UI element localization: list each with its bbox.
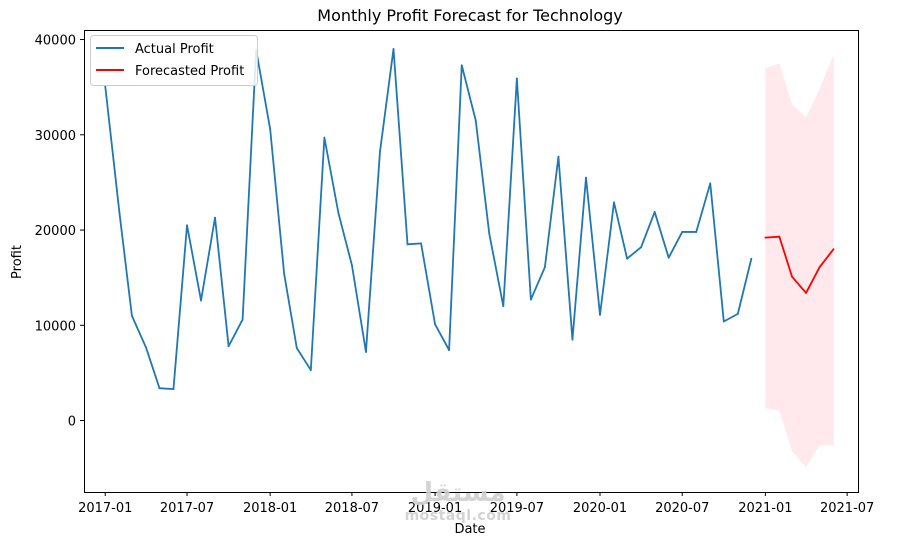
actual-profit-point (571, 338, 574, 341)
forecasted-profit-point (805, 292, 807, 294)
watermark-latin: mostaql.com (404, 508, 512, 524)
actual-profit-point (640, 246, 643, 249)
actual-profit-point (502, 305, 505, 308)
actual-profit-point (448, 349, 450, 351)
actual-profit-point (695, 231, 698, 233)
actual-profit-point (681, 231, 684, 233)
x-tick-label: 2017-01 (78, 501, 132, 516)
x-axis-label: Date (454, 522, 485, 537)
y-tick-label: 10000 (35, 319, 76, 334)
actual-profit-point (653, 211, 656, 213)
actual-profit-point (227, 345, 230, 348)
actual-profit-point (557, 155, 560, 158)
x-tick-label: 2020-07 (655, 501, 709, 516)
forecast-confidence-band (765, 54, 834, 468)
forecasted-profit-point (791, 275, 793, 278)
actual-profit-point (474, 119, 477, 122)
actual-profit-point (709, 182, 712, 185)
actual-profit-point (172, 388, 175, 391)
actual-profit-point (406, 243, 409, 246)
actual-profit-point (434, 323, 436, 326)
legend-box (90, 35, 258, 86)
actual-profit-point (667, 256, 670, 259)
actual-profit-point (379, 151, 381, 153)
actual-profit-point (200, 299, 202, 302)
actual-profit-point (736, 312, 739, 315)
forecasted-profit-point (764, 236, 767, 239)
actual-profit-point (613, 201, 615, 204)
x-tick-label: 2019-07 (490, 501, 544, 516)
actual-profit-point (626, 257, 629, 260)
watermark: مستقل mostaql.com (398, 478, 518, 532)
x-tick-label: 2018-07 (325, 501, 379, 516)
x-tick-label: 2021-01 (738, 501, 792, 516)
legend: Actual Profit Forecasted Profit (90, 35, 258, 86)
actual-profit-line (104, 48, 753, 391)
actual-profit-point (420, 242, 422, 245)
actual-profit-point (158, 387, 161, 390)
actual-profit-point (365, 351, 367, 353)
actual-profit-point (599, 313, 601, 316)
actual-profit-point (241, 318, 244, 321)
legend-label-actual: Actual Profit (135, 42, 214, 57)
actual-profit-point (295, 347, 298, 350)
forecasted-profit-line (765, 235, 835, 294)
x-tick-label: 2019-01 (408, 501, 462, 516)
x-tick-label: 2020-01 (573, 501, 627, 516)
x-tick-label: 2021-07 (820, 501, 874, 516)
actual-profit-point (269, 128, 272, 130)
x-tick-label: 2017-07 (160, 501, 214, 516)
actual-profit-point (283, 272, 286, 275)
actual-profit-point (309, 369, 312, 371)
legend-label-forecast: Forecasted Profit (135, 64, 244, 79)
watermark-arabic: مستقل (410, 478, 506, 508)
y-tick-label: 0 (68, 415, 76, 430)
actual-profit-point (118, 210, 121, 212)
actual-profit-point (750, 257, 753, 260)
y-tick-label: 20000 (35, 224, 76, 239)
actual-profit-point (351, 264, 353, 267)
actual-profit-point (543, 266, 546, 269)
forecasted-profit-point (778, 235, 781, 238)
forecasted-profit-point (832, 248, 835, 250)
actual-profit-point (214, 216, 216, 219)
y-axis-label: Profit (10, 245, 25, 279)
actual-profit-point (722, 320, 725, 323)
actual-profit-point (186, 224, 188, 227)
chart-title: Monthly Profit Forecast for Technology (317, 6, 622, 25)
actual-profit-point (130, 314, 133, 317)
y-tick-label: 30000 (35, 129, 76, 144)
actual-profit-point (488, 232, 491, 235)
actual-profit-point (460, 64, 463, 67)
x-tick-label: 2018-01 (243, 501, 297, 516)
actual-profit-point (145, 346, 147, 349)
actual-profit-point (337, 211, 340, 214)
actual-profit-point (392, 48, 395, 50)
actual-profit-point (585, 176, 587, 179)
plot-frame (84, 30, 859, 493)
actual-profit-point (529, 298, 532, 301)
forecasted-profit-point (818, 266, 821, 269)
actual-profit-point (515, 77, 518, 80)
y-tick-label: 40000 (35, 34, 76, 49)
actual-profit-point (323, 136, 326, 139)
